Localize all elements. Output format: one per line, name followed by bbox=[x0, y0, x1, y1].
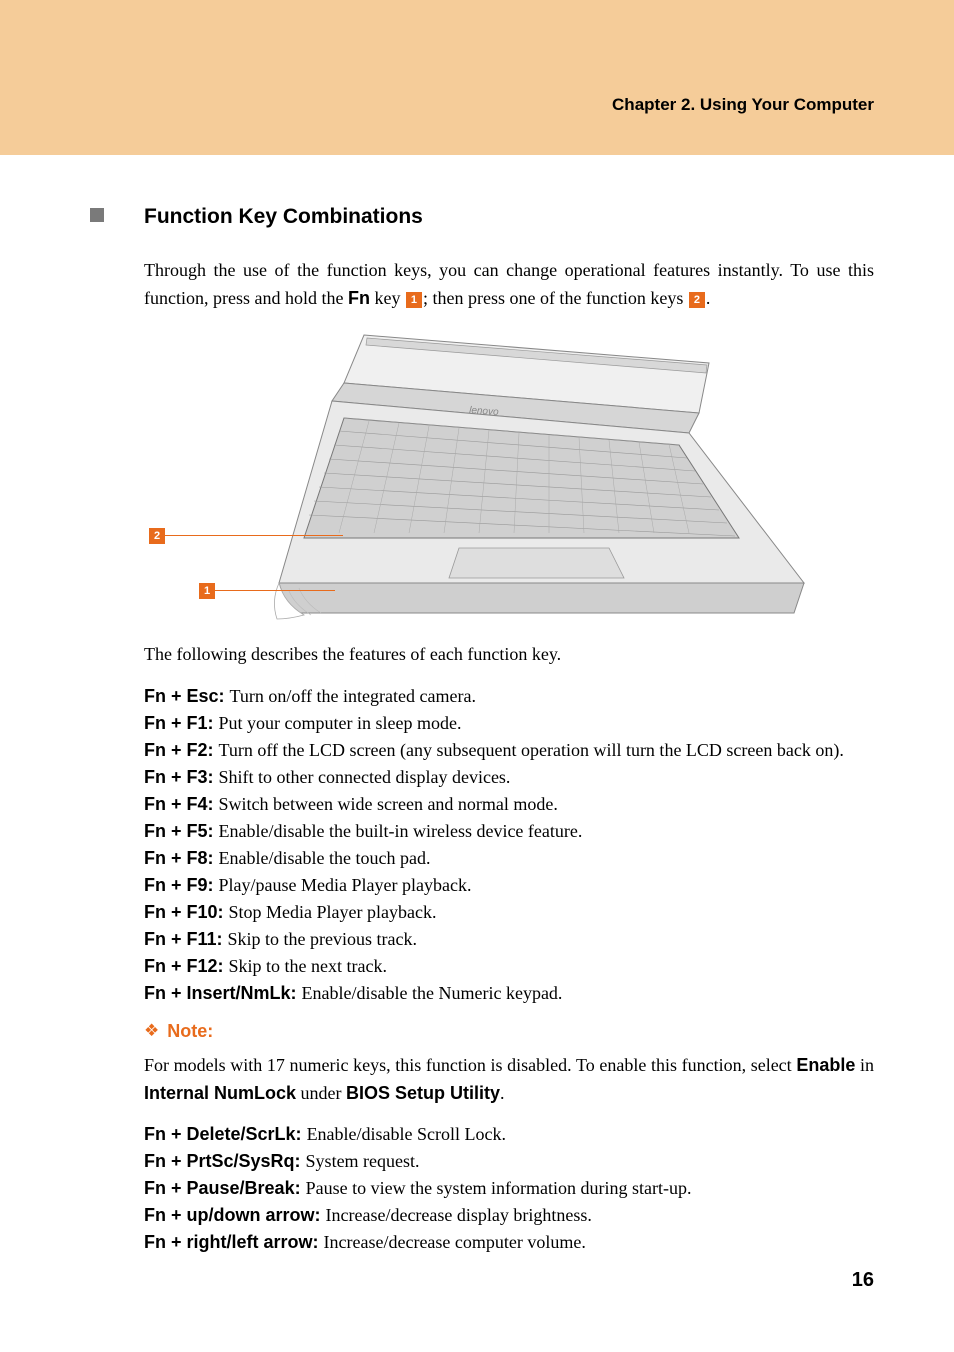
fn-key-combo: Fn + F10: bbox=[144, 899, 229, 926]
function-key-list-a: Fn + Esc: Turn on/off the integrated cam… bbox=[144, 683, 874, 1007]
fn-item: Fn + F10: Stop Media Player playback. bbox=[144, 899, 874, 926]
fn-item: Fn + F12: Skip to the next track. bbox=[144, 953, 874, 980]
note-seg-2: in bbox=[855, 1055, 874, 1075]
callout-line-2 bbox=[165, 535, 343, 536]
fn-key-combo: Fn + PrtSc/SysRq: bbox=[144, 1148, 306, 1175]
fn-item: Fn + F5: Enable/disable the built-in wir… bbox=[144, 818, 874, 845]
fn-item: Fn + Esc: Turn on/off the integrated cam… bbox=[144, 683, 874, 710]
note-seg-1: For models with 17 numeric keys, this fu… bbox=[144, 1055, 796, 1075]
fn-item: Fn + Pause/Break: Pause to view the syst… bbox=[144, 1175, 874, 1202]
section-bullet-icon bbox=[90, 208, 104, 222]
fn-item: Fn + F4: Switch between wide screen and … bbox=[144, 791, 874, 818]
callout-badge-1: 1 bbox=[199, 583, 215, 599]
note-diamond-icon: ❖ bbox=[144, 1021, 159, 1041]
note-heading: ❖ Note: bbox=[144, 1021, 874, 1042]
note-block: ❖ Note: For models with 17 numeric keys,… bbox=[144, 1021, 874, 1108]
fn-item: Fn + Delete/ScrLk: Enable/disable Scroll… bbox=[144, 1121, 874, 1148]
fn-key-combo: Fn + Pause/Break: bbox=[144, 1175, 306, 1202]
fn-key-description: Shift to other connected display devices… bbox=[219, 764, 874, 791]
note-seg-3: under bbox=[296, 1083, 346, 1103]
fn-key-description: Skip to the next track. bbox=[229, 953, 874, 980]
fn-item: Fn + right/left arrow: Increase/decrease… bbox=[144, 1229, 874, 1256]
fn-key-description: Skip to the previous track. bbox=[228, 926, 874, 953]
note-internal-numlock: Internal NumLock bbox=[144, 1083, 296, 1103]
note-bios: BIOS Setup Utility bbox=[346, 1083, 500, 1103]
fn-item: Fn + F2: Turn off the LCD screen (any su… bbox=[144, 737, 874, 764]
fn-key-description: Turn on/off the integrated camera. bbox=[230, 683, 874, 710]
post-figure-text: The following describes the features of … bbox=[144, 641, 874, 669]
fn-key-description: Enable/disable the built-in wireless dev… bbox=[219, 818, 874, 845]
callout-badge-2: 2 bbox=[149, 528, 165, 544]
fn-item: Fn + F8: Enable/disable the touch pad. bbox=[144, 845, 874, 872]
fn-key-combo: Fn + Insert/NmLk: bbox=[144, 980, 302, 1007]
laptop-figure: lenovo bbox=[144, 323, 844, 631]
fn-item: Fn + F11: Skip to the previous track. bbox=[144, 926, 874, 953]
fn-key-combo: Fn + up/down arrow: bbox=[144, 1202, 326, 1229]
callout-line-1 bbox=[215, 590, 335, 591]
header-band: Chapter 2. Using Your Computer bbox=[0, 0, 954, 155]
fn-item: Fn + F1: Put your computer in sleep mode… bbox=[144, 710, 874, 737]
section-title: Function Key Combinations bbox=[144, 205, 423, 229]
fn-key-combo: Fn + F1: bbox=[144, 710, 219, 737]
fn-key-description: System request. bbox=[306, 1148, 874, 1175]
inline-badge-2: 2 bbox=[689, 292, 705, 308]
fn-key-description: Play/pause Media Player playback. bbox=[219, 872, 874, 899]
fn-key-description: Pause to view the system information dur… bbox=[306, 1175, 874, 1202]
note-enable: Enable bbox=[796, 1055, 855, 1075]
page-number: 16 bbox=[852, 1269, 874, 1292]
page-content: Function Key Combinations Through the us… bbox=[0, 155, 954, 1286]
fn-item: Fn + Insert/NmLk: Enable/disable the Num… bbox=[144, 980, 874, 1007]
chapter-title: Chapter 2. Using Your Computer bbox=[612, 95, 874, 115]
fn-key-combo: Fn + F3: bbox=[144, 764, 219, 791]
fn-key-description: Switch between wide screen and normal mo… bbox=[219, 791, 874, 818]
fn-key-combo: Fn + F2: bbox=[144, 737, 219, 764]
fn-key-label: Fn bbox=[348, 288, 370, 308]
fn-key-combo: Fn + F4: bbox=[144, 791, 219, 818]
function-key-list-b: Fn + Delete/ScrLk: Enable/disable Scroll… bbox=[144, 1121, 874, 1256]
fn-key-description: Put your computer in sleep mode. bbox=[219, 710, 874, 737]
note-label: Note: bbox=[167, 1021, 213, 1042]
fn-key-description: Increase/decrease computer volume. bbox=[324, 1229, 874, 1256]
section-heading-row: Function Key Combinations bbox=[90, 205, 874, 229]
fn-item: Fn + F3: Shift to other connected displa… bbox=[144, 764, 874, 791]
fn-key-combo: Fn + F5: bbox=[144, 818, 219, 845]
fn-item: Fn + F9: Play/pause Media Player playbac… bbox=[144, 872, 874, 899]
fn-key-description: Increase/decrease display brightness. bbox=[326, 1202, 875, 1229]
callout-2: 2 bbox=[149, 528, 343, 544]
fn-key-combo: Fn + F9: bbox=[144, 872, 219, 899]
intro-text-2: key bbox=[370, 288, 405, 308]
intro-text-3: ; then press one of the function keys bbox=[423, 288, 688, 308]
fn-key-description: Turn off the LCD screen (any subsequent … bbox=[219, 737, 874, 764]
intro-paragraph: Through the use of the function keys, yo… bbox=[144, 257, 874, 313]
fn-key-description: Enable/disable the Numeric keypad. bbox=[302, 980, 874, 1007]
fn-item: Fn + up/down arrow: Increase/decrease di… bbox=[144, 1202, 874, 1229]
fn-item: Fn + PrtSc/SysRq: System request. bbox=[144, 1148, 874, 1175]
inline-badge-1: 1 bbox=[406, 292, 422, 308]
fn-key-combo: Fn + Esc: bbox=[144, 683, 230, 710]
intro-text-4: . bbox=[706, 288, 711, 308]
fn-key-combo: Fn + right/left arrow: bbox=[144, 1229, 324, 1256]
note-seg-4: . bbox=[500, 1083, 505, 1103]
callout-1: 1 bbox=[199, 583, 335, 599]
fn-key-description: Enable/disable Scroll Lock. bbox=[307, 1121, 874, 1148]
note-text: For models with 17 numeric keys, this fu… bbox=[144, 1052, 874, 1108]
fn-key-description: Enable/disable the touch pad. bbox=[219, 845, 874, 872]
fn-key-combo: Fn + Delete/ScrLk: bbox=[144, 1121, 307, 1148]
fn-key-combo: Fn + F12: bbox=[144, 953, 229, 980]
fn-key-combo: Fn + F8: bbox=[144, 845, 219, 872]
fn-key-combo: Fn + F11: bbox=[144, 926, 228, 953]
fn-key-description: Stop Media Player playback. bbox=[229, 899, 874, 926]
